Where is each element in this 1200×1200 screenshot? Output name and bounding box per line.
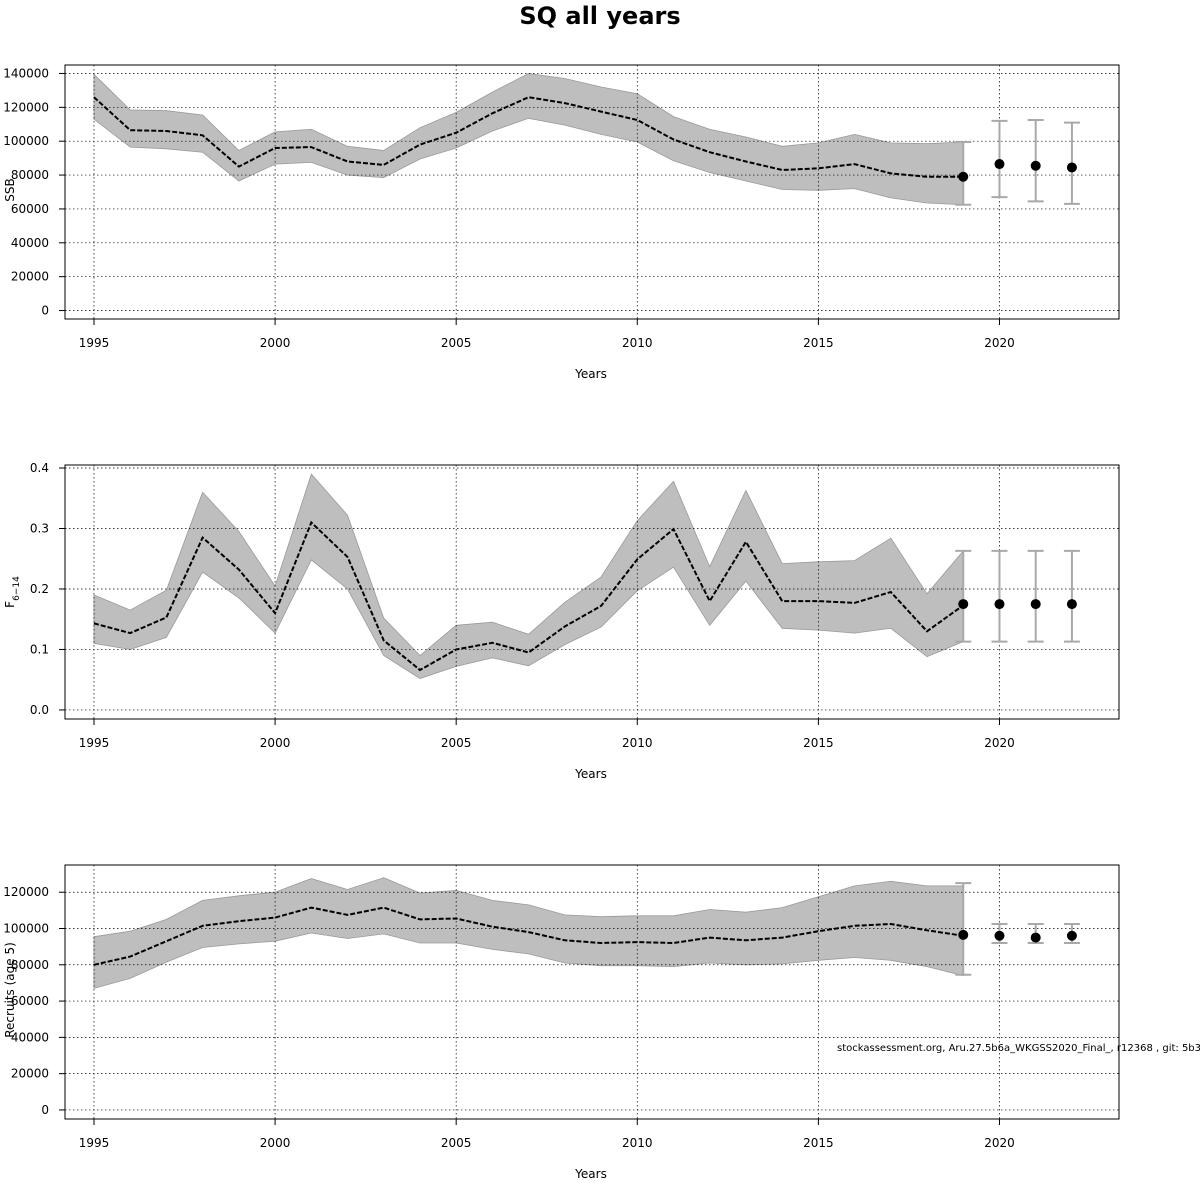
x-tick-label: 2010 <box>622 1136 653 1150</box>
panel-3: 1995 2000 2005 2010 2015 2020 0 20000 40000 60000… <box>3 864 1120 1181</box>
data-point <box>958 599 969 610</box>
panel-1: 1995 2000 2005 2010 2015 2020 0 20000 40000 60000… <box>3 64 1120 381</box>
data-point <box>1066 599 1077 610</box>
data-point <box>994 599 1005 610</box>
y-axis-title: F6−14 <box>3 576 22 608</box>
x-tick-label: 2020 <box>984 736 1015 750</box>
y-axis-title: SSB <box>3 178 17 201</box>
y-tick-label: 140000 <box>3 66 49 80</box>
data-point <box>1030 932 1041 943</box>
data-point <box>958 171 969 182</box>
y-axis-title-subscript: 6−14 <box>12 576 22 601</box>
x-tick-label: 2020 <box>984 1136 1015 1150</box>
y-tick-label: 120000 <box>3 885 49 899</box>
x-tick-label: 2015 <box>803 1136 834 1150</box>
data-point <box>1066 930 1077 941</box>
page-title: SQ all years <box>519 2 681 30</box>
y-tick-label: 0.1 <box>30 642 49 656</box>
y-tick-label: 40000 <box>11 236 49 250</box>
y-tick-label: 60000 <box>11 994 49 1008</box>
confidence-band <box>93 473 964 679</box>
footer-note: stockassessment.org, Aru.27.5b6a_WKGSS20… <box>837 1043 1200 1054</box>
confidence-band <box>93 73 964 206</box>
x-tick-label: 2010 <box>622 336 653 350</box>
x-axis-title: Years <box>574 1167 607 1181</box>
series-estimate-line <box>93 906 964 966</box>
y-axis-title: Recruits (age 5) <box>3 942 17 1038</box>
y-tick-label: 0 <box>41 1103 49 1117</box>
y-tick-label: 20000 <box>11 270 49 284</box>
plot-frame <box>64 864 1120 1120</box>
y-tick-label: 100000 <box>3 922 49 936</box>
x-tick-label: 2015 <box>803 336 834 350</box>
y-tick-label: 0.4 <box>30 461 49 475</box>
y-tick-label: 100000 <box>3 134 49 148</box>
x-tick-label: 2005 <box>441 336 472 350</box>
x-tick-label: 2005 <box>441 736 472 750</box>
y-tick-label: 40000 <box>11 1030 49 1044</box>
x-tick-label: 1995 <box>79 336 110 350</box>
y-tick-label: 0.0 <box>30 703 49 717</box>
x-tick-label: 2005 <box>441 1136 472 1150</box>
series-estimate-line <box>93 96 964 178</box>
x-axis-title: Years <box>574 367 607 381</box>
series-estimate-line <box>93 520 964 672</box>
x-tick-label: 2010 <box>622 736 653 750</box>
data-point <box>994 930 1005 941</box>
data-point <box>1030 599 1041 610</box>
y-tick-label: 20000 <box>11 1067 49 1081</box>
plot-frame <box>64 464 1120 720</box>
x-tick-label: 2020 <box>984 336 1015 350</box>
data-point <box>994 159 1005 170</box>
panel-2: 1995 2000 2005 2010 2015 2020 0.0 0.1 0.2 0.3 0.4 Y… <box>3 461 1120 781</box>
y-tick-label: 0.3 <box>30 522 49 536</box>
y-tick-label: 0 <box>41 304 49 318</box>
y-tick-label: 120000 <box>3 100 49 114</box>
y-tick-label: 60000 <box>11 202 49 216</box>
x-tick-label: 2000 <box>260 1136 291 1150</box>
x-tick-label: 1995 <box>79 1136 110 1150</box>
y-tick-label: 80000 <box>11 958 49 972</box>
x-tick-label: 2000 <box>260 736 291 750</box>
y-tick-label: 80000 <box>11 168 49 182</box>
data-point <box>1066 162 1077 173</box>
x-tick-label: 1995 <box>79 736 110 750</box>
y-tick-label: 0.2 <box>30 582 49 596</box>
plot-frame <box>64 64 1120 320</box>
x-tick-label: 2015 <box>803 736 834 750</box>
data-point <box>958 929 969 940</box>
x-tick-label: 2000 <box>260 336 291 350</box>
x-axis-title: Years <box>574 767 607 781</box>
data-point <box>1030 160 1041 171</box>
